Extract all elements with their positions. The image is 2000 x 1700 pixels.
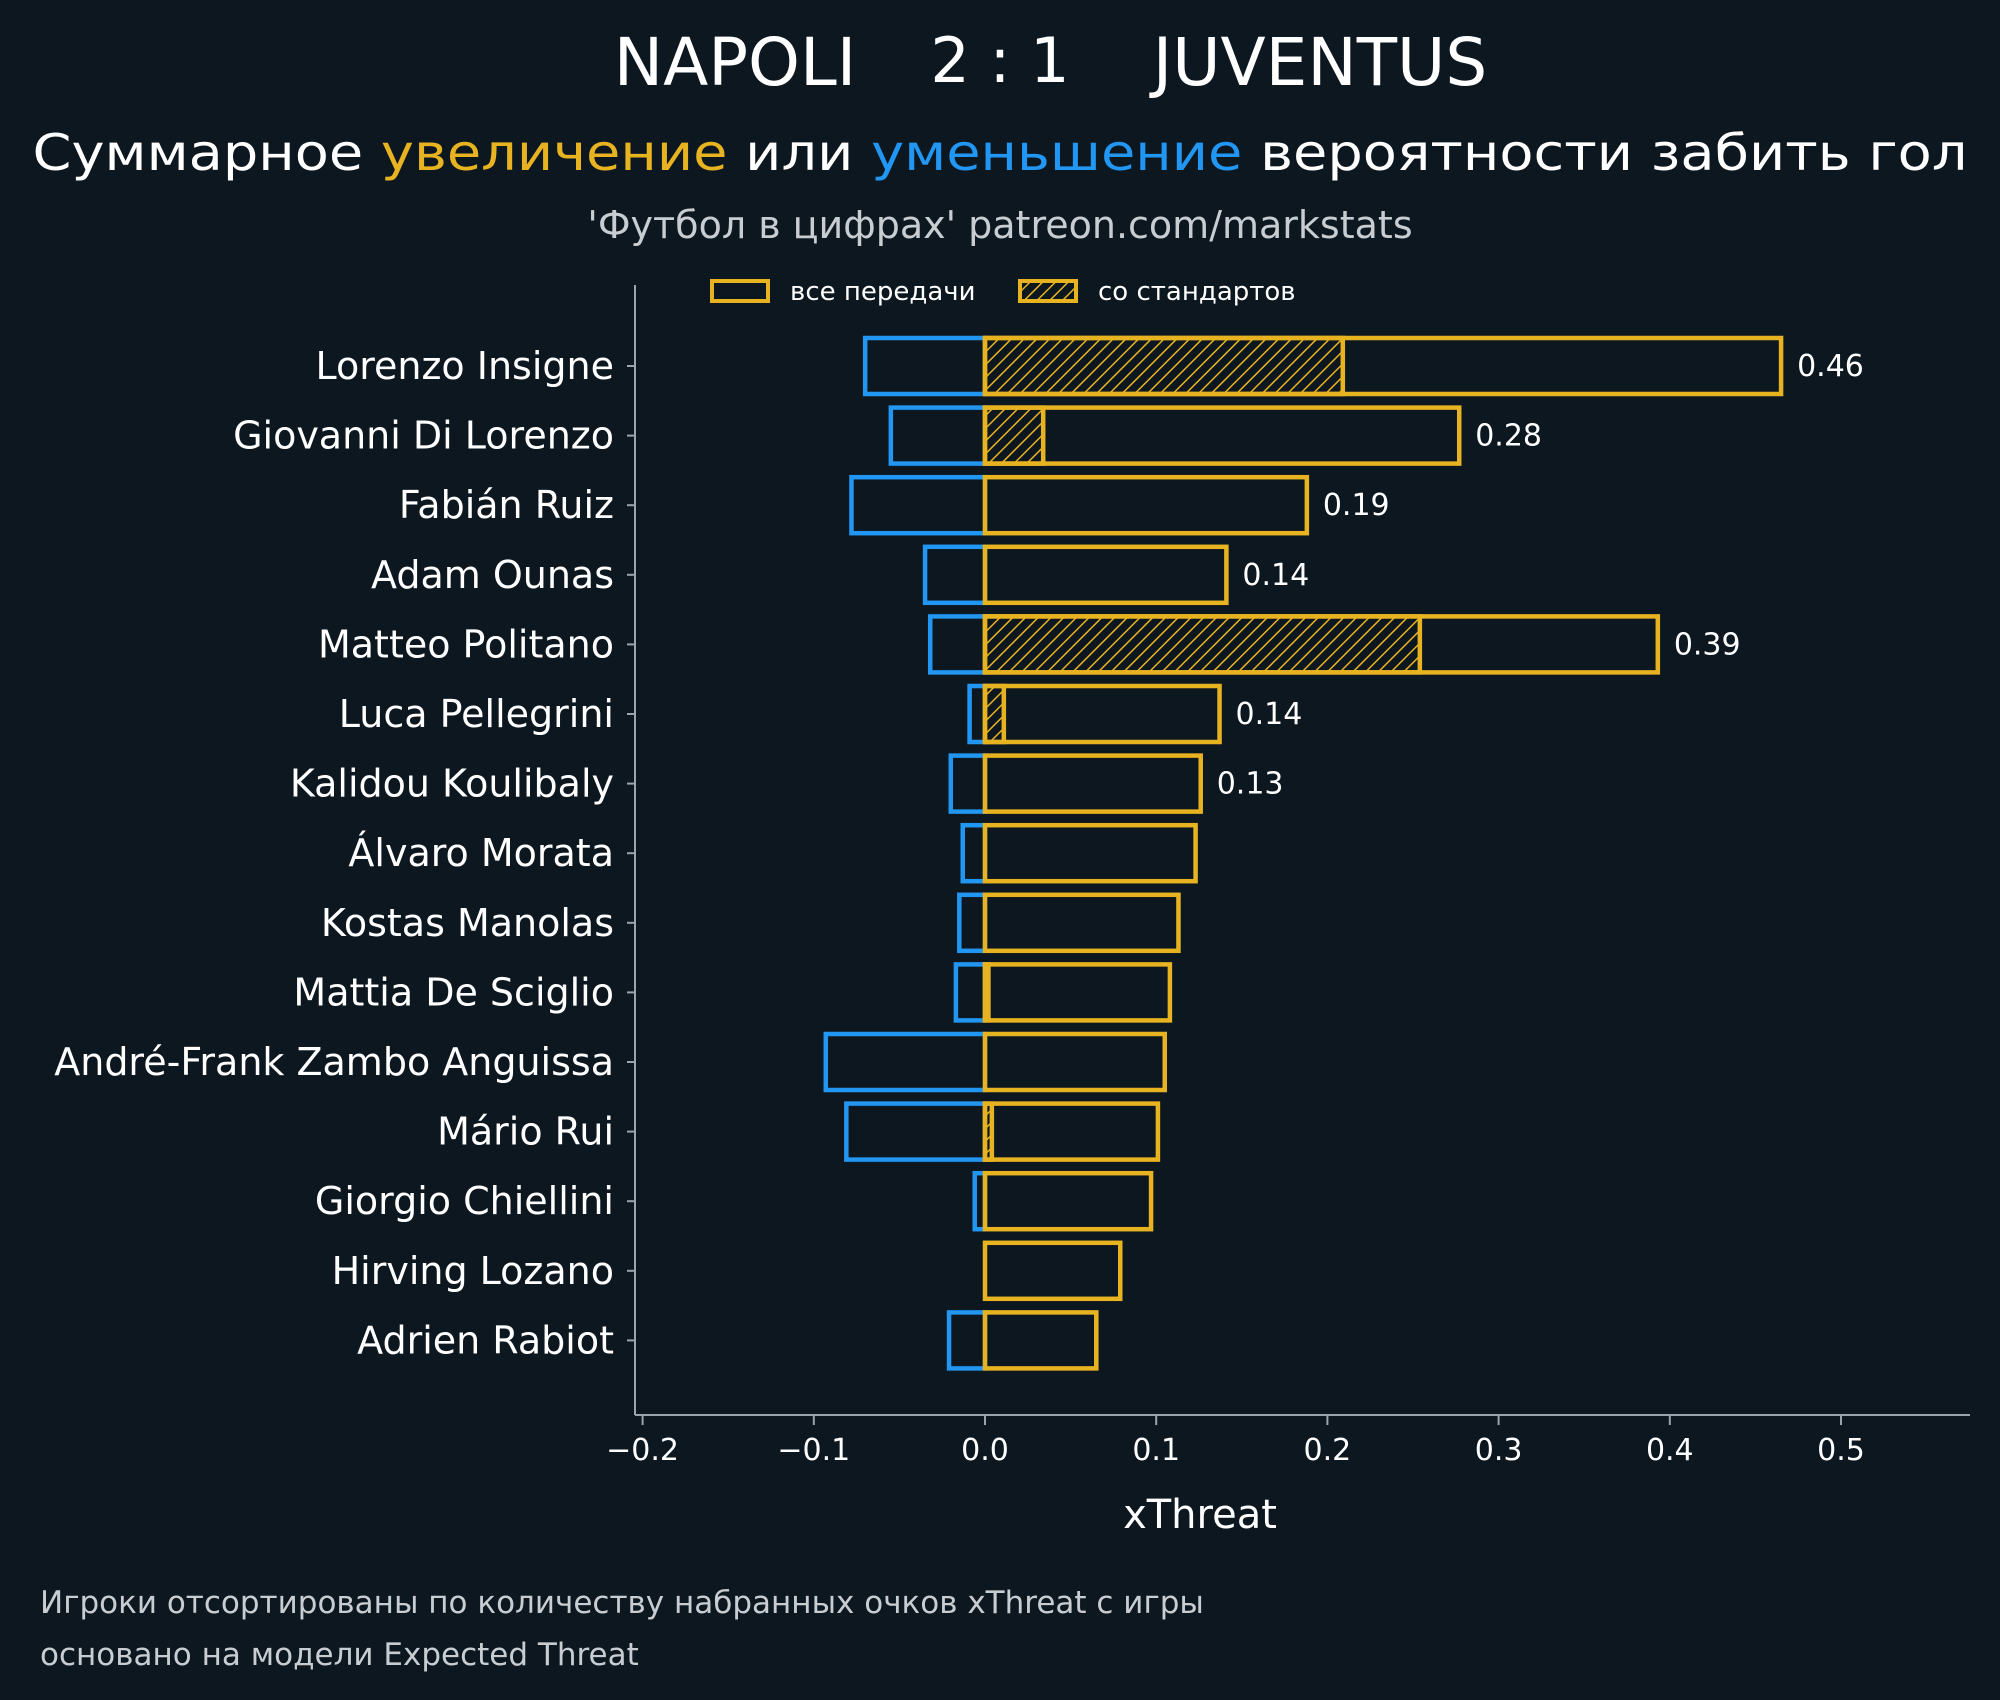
value-label: 0.13 — [1217, 767, 1284, 802]
subtitle-down: уменьшение — [871, 124, 1242, 182]
y-tick-label: André-Frank Zambo Anguissa — [54, 1040, 614, 1084]
y-tick-label: Mário Rui — [437, 1110, 614, 1154]
bar-negative — [948, 753, 988, 814]
x-ticks: −0.2 −0.1 0.0 0.1 0.2 0.3 0.4 0.5 — [606, 1415, 1865, 1468]
subtitle-part2: или — [727, 124, 871, 182]
x-tick-label: 0.4 — [1646, 1433, 1694, 1468]
bar-positive — [982, 892, 1181, 954]
bar-negative — [888, 405, 988, 466]
bar-negative — [967, 683, 988, 745]
bar-positive — [982, 1310, 1099, 1371]
legend: все передачи со стандартов — [710, 277, 1296, 307]
y-tick-label: Kostas Manolas — [321, 901, 614, 945]
legend-swatch-all-passes — [710, 279, 770, 303]
score: 2 : 1 — [930, 24, 1069, 97]
bar-set-pieces — [982, 335, 1346, 397]
footnote-line2: основано на модели Expected Threat — [40, 1637, 639, 1673]
value-label: 0.14 — [1242, 558, 1309, 593]
bar-negative — [922, 544, 988, 606]
bars-layer: 0.46 0.28 0.19 0.14 0.39 0.14 0.13 — [823, 335, 1864, 1371]
subtitle-part1: Суммарное — [33, 124, 381, 182]
x-tick-label: 0.1 — [1132, 1433, 1180, 1468]
y-tick-label: Kalidou Koulibaly — [290, 762, 614, 806]
x-tick-label: 0.5 — [1817, 1433, 1865, 1468]
source-credit: 'Футбол в цифрах' patreon.com/markstats — [587, 203, 1412, 247]
footnote-line1: Игроки отсортированы по количеству набра… — [40, 1585, 1204, 1621]
away-team: JUVENTUS — [1149, 24, 1488, 101]
x-axis-label: xThreat — [1123, 1492, 1277, 1538]
bar-set-pieces — [982, 683, 1007, 745]
bar-positive — [982, 405, 1462, 466]
bar-positive — [982, 1170, 1154, 1232]
bar-positive — [982, 1101, 1161, 1162]
x-tick-label: −0.1 — [777, 1433, 850, 1468]
bar-negative — [960, 822, 988, 884]
bar-negative — [957, 892, 988, 954]
value-label: 0.46 — [1797, 349, 1864, 384]
y-tick-label: Álvaro Morata — [348, 831, 614, 875]
value-label: 0.39 — [1674, 627, 1741, 662]
x-tick-label: −0.2 — [606, 1433, 679, 1468]
y-tick-label: Mattia De Sciglio — [293, 970, 614, 1014]
y-tick-labels: Lorenzo Insigne Giovanni Di Lorenzo Fabián… — [54, 344, 635, 1362]
legend-label-set-pieces: со стандартов — [1098, 277, 1296, 307]
bar-positive — [982, 614, 1661, 675]
x-tick-label: 0.3 — [1475, 1433, 1523, 1468]
subtitle-part3: вероятности забить гол — [1242, 124, 1967, 182]
y-tick-label: Matteo Politano — [318, 622, 614, 666]
subtitle: Суммарное увеличение или уменьшение веро… — [33, 124, 1968, 182]
home-team: NAPOLI — [614, 24, 857, 101]
bar-negative — [946, 1310, 988, 1371]
y-tick-label: Adrien Rabiot — [357, 1318, 614, 1362]
y-tick-label: Hirving Lozano — [332, 1249, 614, 1293]
bar-negative — [849, 474, 988, 536]
x-tick-label: 0.0 — [961, 1433, 1009, 1468]
bar-negative — [862, 335, 988, 397]
x-tick-label: 0.2 — [1304, 1433, 1352, 1468]
subtitle-up: увеличение — [381, 124, 728, 182]
y-tick-label: Giorgio Chiellini — [315, 1179, 614, 1223]
bar-positive — [982, 335, 1784, 397]
bar-positive — [982, 1031, 1168, 1093]
bar-positive — [982, 753, 1203, 814]
bar-positive — [982, 474, 1310, 536]
y-tick-label: Fabián Ruiz — [399, 483, 614, 527]
y-tick-label: Giovanni Di Lorenzo — [233, 414, 614, 458]
y-tick-label: Adam Ounas — [371, 553, 614, 597]
bar-positive — [982, 683, 1222, 745]
bar-positive — [982, 822, 1198, 884]
bar-positive — [982, 544, 1229, 606]
bar-negative — [844, 1101, 988, 1162]
value-label: 0.28 — [1475, 419, 1542, 454]
y-tick-label: Lorenzo Insigne — [315, 344, 614, 388]
bar-positive — [982, 962, 1173, 1023]
bar-negative — [953, 962, 988, 1023]
value-label: 0.14 — [1236, 697, 1303, 732]
legend-label-all-passes: все передачи — [790, 277, 976, 307]
y-tick-label: Luca Pellegrini — [339, 692, 614, 736]
bar-set-pieces — [982, 614, 1423, 675]
bar-negative — [927, 614, 988, 675]
value-label: 0.19 — [1323, 488, 1390, 523]
legend-swatch-set-pieces — [1018, 279, 1078, 303]
bar-negative — [823, 1031, 988, 1093]
bar-set-pieces — [982, 405, 1046, 466]
bar-positive — [982, 1240, 1123, 1302]
